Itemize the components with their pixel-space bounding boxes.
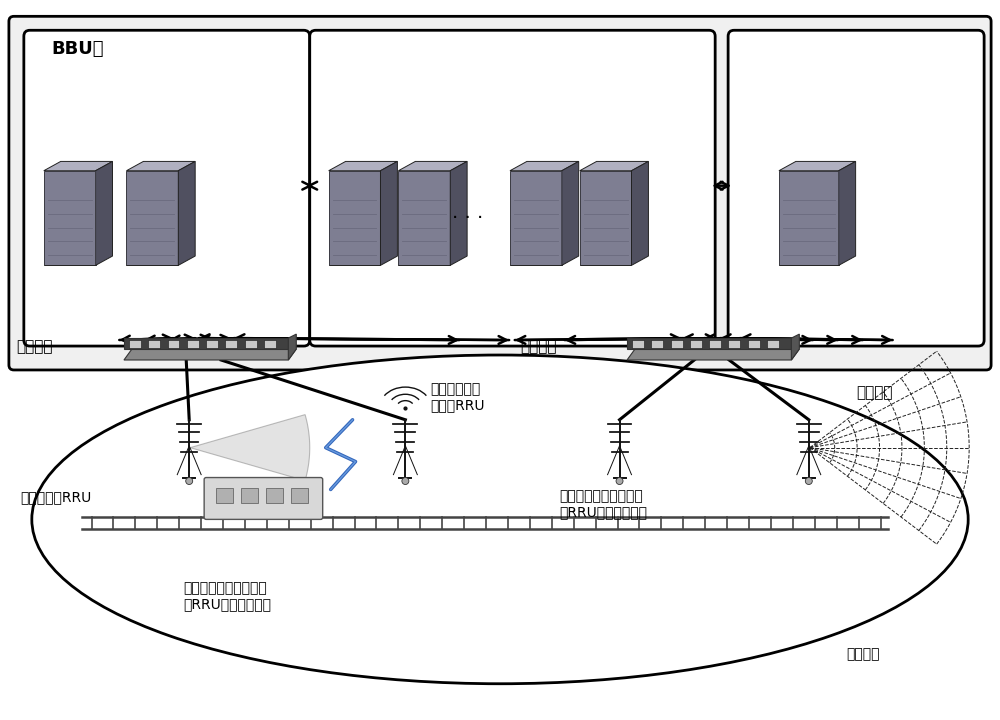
Polygon shape xyxy=(839,161,856,266)
Polygon shape xyxy=(627,338,791,349)
Polygon shape xyxy=(779,161,856,171)
Bar xyxy=(148,340,160,348)
FancyBboxPatch shape xyxy=(310,30,715,346)
Bar xyxy=(748,340,760,348)
Polygon shape xyxy=(580,161,648,171)
Polygon shape xyxy=(627,349,799,360)
Bar xyxy=(709,340,721,348)
Bar xyxy=(291,487,308,503)
FancyBboxPatch shape xyxy=(204,477,323,519)
Polygon shape xyxy=(329,171,380,266)
Bar xyxy=(225,340,237,348)
Polygon shape xyxy=(288,334,296,360)
Bar xyxy=(690,340,702,348)
Polygon shape xyxy=(126,171,178,266)
Polygon shape xyxy=(178,161,195,266)
Polygon shape xyxy=(510,161,579,171)
Polygon shape xyxy=(398,171,450,266)
Bar xyxy=(129,340,141,348)
Polygon shape xyxy=(791,334,799,360)
Text: 交换结构: 交换结构 xyxy=(16,340,52,354)
Polygon shape xyxy=(510,171,562,266)
Circle shape xyxy=(402,477,409,485)
Polygon shape xyxy=(44,161,113,171)
Bar xyxy=(767,340,779,348)
Polygon shape xyxy=(562,161,579,266)
Polygon shape xyxy=(126,171,178,266)
Text: 毫米波频段RRU: 毫米波频段RRU xyxy=(20,490,91,505)
Bar xyxy=(168,340,179,348)
Text: 高速回传: 高速回传 xyxy=(520,340,556,354)
Circle shape xyxy=(186,477,193,485)
Circle shape xyxy=(805,477,812,485)
Bar xyxy=(671,340,683,348)
Bar xyxy=(187,340,199,348)
Polygon shape xyxy=(398,161,467,171)
Bar xyxy=(632,340,644,348)
FancyBboxPatch shape xyxy=(24,30,310,346)
FancyBboxPatch shape xyxy=(728,30,984,346)
Polygon shape xyxy=(779,171,839,266)
Polygon shape xyxy=(126,161,195,171)
Text: 无列车通过时毫米波频
段RRU进行环境探测: 无列车通过时毫米波频 段RRU进行环境探测 xyxy=(560,490,648,520)
Polygon shape xyxy=(44,171,96,266)
Polygon shape xyxy=(450,161,467,266)
Text: 高速回传: 高速回传 xyxy=(857,385,893,400)
Text: 探测区域: 探测区域 xyxy=(847,647,880,661)
Bar xyxy=(651,340,663,348)
Bar xyxy=(264,340,276,348)
Polygon shape xyxy=(190,415,310,481)
Bar xyxy=(216,487,233,503)
Text: 有列车通过时毫米波频
段RRU进行无线通信: 有列车通过时毫米波频 段RRU进行无线通信 xyxy=(183,581,271,611)
Bar xyxy=(728,340,740,348)
Polygon shape xyxy=(96,161,113,266)
Bar xyxy=(241,487,258,503)
Polygon shape xyxy=(510,171,562,266)
Text: BBU池: BBU池 xyxy=(52,40,104,58)
Polygon shape xyxy=(124,338,288,349)
Polygon shape xyxy=(124,349,296,360)
Polygon shape xyxy=(580,171,631,266)
FancyBboxPatch shape xyxy=(9,17,991,370)
Bar xyxy=(266,487,283,503)
Text: 公网或专网授
权频段RRU: 公网或专网授 权频段RRU xyxy=(430,382,485,412)
Polygon shape xyxy=(631,161,648,266)
Polygon shape xyxy=(44,171,96,266)
Polygon shape xyxy=(329,171,380,266)
Bar xyxy=(245,340,257,348)
Polygon shape xyxy=(329,161,397,171)
Text: . . .: . . . xyxy=(452,203,484,222)
Ellipse shape xyxy=(32,355,968,684)
Circle shape xyxy=(616,477,623,485)
Polygon shape xyxy=(380,161,397,266)
Polygon shape xyxy=(779,171,839,266)
Bar xyxy=(206,340,218,348)
Polygon shape xyxy=(580,171,631,266)
Polygon shape xyxy=(398,171,450,266)
